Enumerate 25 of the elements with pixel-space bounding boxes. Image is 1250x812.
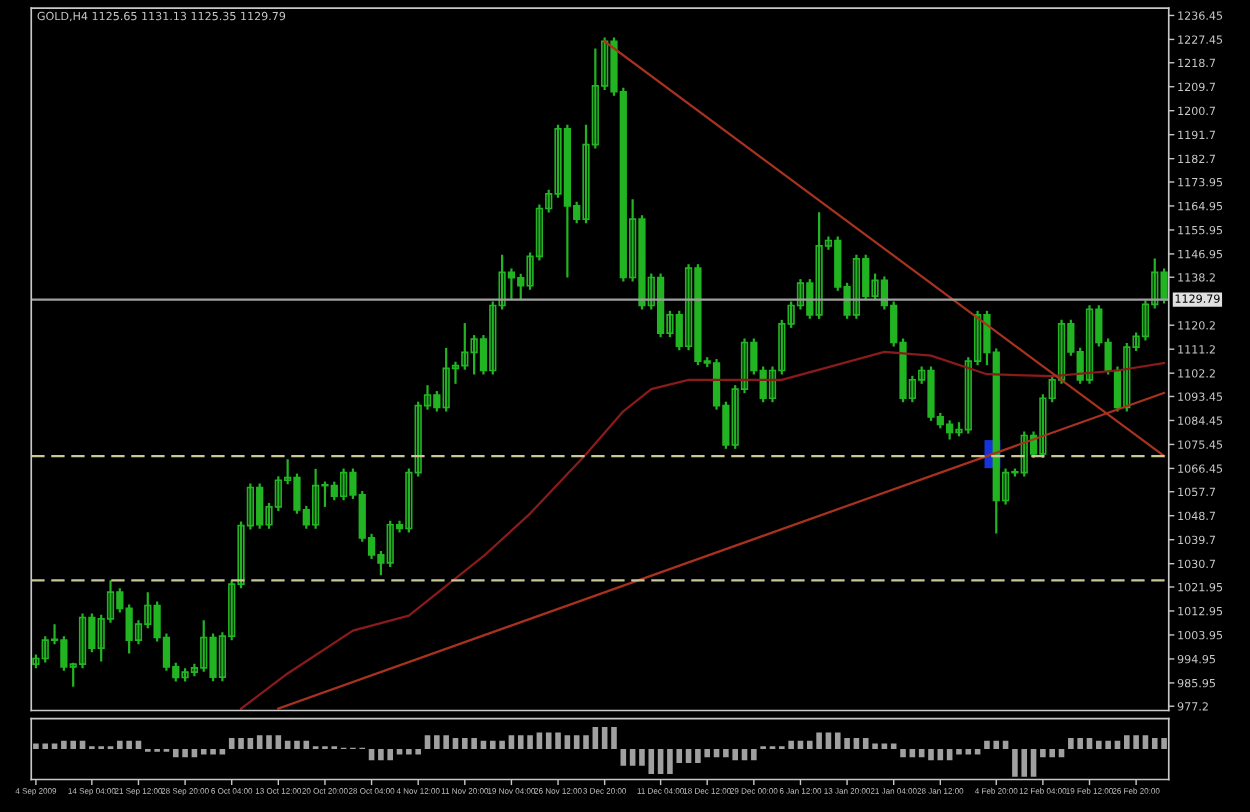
bar — [620, 749, 627, 766]
bar — [974, 749, 981, 755]
bar — [611, 726, 617, 750]
bar — [536, 732, 543, 750]
bar — [751, 749, 757, 761]
bar — [825, 732, 832, 750]
bar — [275, 735, 282, 750]
bar — [657, 749, 664, 774]
bar — [900, 749, 906, 758]
bar — [685, 749, 692, 763]
bar — [928, 749, 934, 761]
line-series — [239, 350, 1166, 710]
bar — [256, 735, 263, 750]
bar — [573, 735, 580, 750]
bar — [424, 735, 431, 750]
bar — [219, 749, 226, 755]
bar — [1030, 749, 1037, 777]
bar — [396, 749, 403, 755]
bar — [564, 735, 571, 750]
bar — [583, 735, 589, 750]
bar — [266, 735, 272, 750]
bar — [629, 749, 636, 766]
bar — [294, 740, 300, 750]
bar — [508, 735, 515, 750]
bar — [1142, 735, 1149, 750]
